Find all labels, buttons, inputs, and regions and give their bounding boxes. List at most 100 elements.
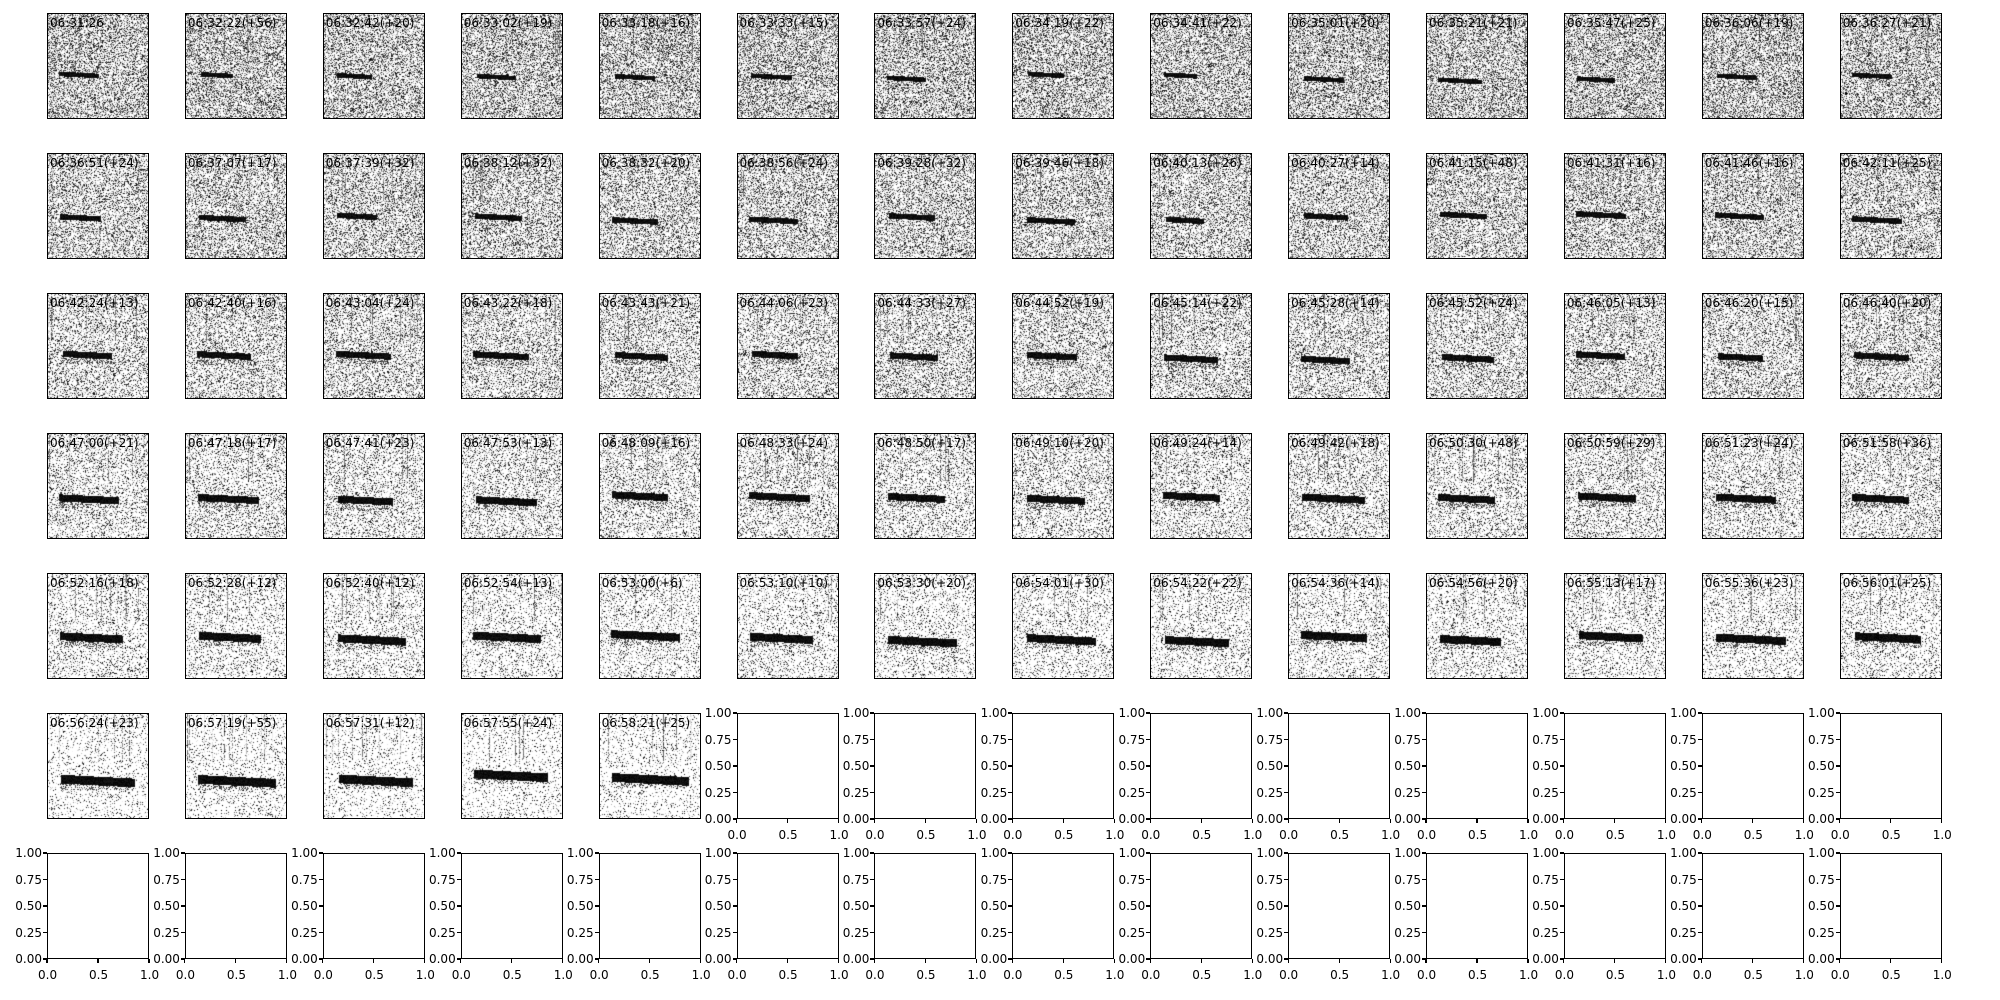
y-tick-label: 0.50 xyxy=(704,759,732,773)
empty-axes xyxy=(1701,713,1804,819)
spectrogram-image xyxy=(1151,574,1252,678)
spectrogram-image xyxy=(737,14,838,118)
x-tick xyxy=(235,959,237,963)
x-tick-label: 1.0 xyxy=(1105,968,1125,982)
spectrogram-panel: 06:34:19(+22) xyxy=(1012,13,1115,119)
x-tick-label: 0.5 xyxy=(1743,968,1763,982)
panel-timestamp-label: 06:35:01(+20) xyxy=(1291,16,1380,30)
y-tick xyxy=(1284,852,1289,854)
y-tick-label: 0.25 xyxy=(1394,925,1421,940)
y-tick-label: 0.50 xyxy=(428,899,456,913)
y-tick-label: 0.00 xyxy=(1256,812,1284,826)
y-tick-label: 0.75 xyxy=(704,872,732,887)
x-tick-label: 0.0 xyxy=(1692,968,1712,982)
spectrogram-image xyxy=(48,294,148,398)
panel-timestamp-label: 06:40:27(+14) xyxy=(1291,156,1380,170)
y-tick-label: 0.75 xyxy=(153,872,180,887)
spectrogram-image xyxy=(1427,434,1527,538)
x-tick xyxy=(1752,819,1754,823)
spectrogram-image xyxy=(323,14,424,118)
y-tick xyxy=(594,852,599,854)
y-tick-label: 0.75 xyxy=(566,872,594,887)
spectrogram-image xyxy=(1289,574,1390,678)
x-tick-label: 0.5 xyxy=(89,968,109,982)
y-tick xyxy=(1559,905,1564,907)
y-tick xyxy=(594,931,599,934)
y-tick-label: 0.00 xyxy=(1532,812,1559,826)
y-tick xyxy=(1559,852,1564,854)
y-tick-label: 1.00 xyxy=(1670,706,1697,720)
spectrogram-panel: 06:51:23(+24) xyxy=(1701,433,1804,539)
spectrogram-image xyxy=(185,714,286,818)
spectrogram-panel: 06:36:27(+21) xyxy=(1839,13,1942,119)
y-tick-label: 0.75 xyxy=(291,872,318,887)
y-tick xyxy=(732,818,737,820)
y-tick-label: 0.00 xyxy=(428,952,456,966)
x-tick-label: 0.0 xyxy=(1692,828,1712,842)
spectrogram-panel: 06:49:42(+18) xyxy=(1288,433,1391,539)
y-tick-label: 0.50 xyxy=(1532,759,1559,773)
y-tick-label: 0.50 xyxy=(1807,899,1835,913)
x-tick xyxy=(1389,819,1391,823)
y-tick xyxy=(1697,878,1702,881)
spectrogram-panel: 06:50:59(+29) xyxy=(1563,433,1666,539)
spectrogram-panel: 06:37:39(+32) xyxy=(322,153,425,259)
y-tick xyxy=(1835,818,1840,820)
x-tick xyxy=(562,959,564,963)
panel-timestamp-label: 06:31:26 xyxy=(50,16,104,30)
x-tick-label: 0.5 xyxy=(1881,968,1901,982)
panel-timestamp-label: 06:57:55(+24) xyxy=(463,716,553,730)
empty-axes xyxy=(322,853,425,959)
spectrogram-image xyxy=(1840,14,1941,118)
y-tick xyxy=(1697,738,1702,741)
y-tick-label: 0.00 xyxy=(15,952,42,966)
x-tick-label: 0.5 xyxy=(1605,828,1625,842)
y-tick-label: 0.00 xyxy=(1394,812,1421,826)
spectrogram-image xyxy=(1151,154,1252,258)
y-tick xyxy=(870,931,875,934)
y-tick-label: 0.50 xyxy=(291,899,318,913)
panel-timestamp-label: 06:48:50(+17) xyxy=(877,436,966,450)
panel-timestamp-label: 06:54:36(+14) xyxy=(1291,576,1380,590)
panel-timestamp-label: 06:36:51(+24) xyxy=(50,156,139,170)
y-tick xyxy=(1559,958,1564,960)
spectrogram-panel: 06:44:06(+23) xyxy=(736,293,839,399)
x-tick xyxy=(1563,959,1565,963)
spectrogram-image xyxy=(875,574,976,678)
x-tick-label: 0.5 xyxy=(1054,828,1074,842)
spectrogram-panel: 06:35:21(+21) xyxy=(1426,13,1528,119)
spectrogram-image xyxy=(737,574,838,678)
y-tick xyxy=(1146,738,1151,741)
y-tick xyxy=(1284,905,1289,907)
panel-timestamp-label: 06:58:21(+25) xyxy=(601,716,691,730)
spectrogram-panel: 06:40:13(+26) xyxy=(1150,153,1253,259)
panel-timestamp-label: 06:53:00(+6) xyxy=(601,576,683,590)
panel-timestamp-label: 06:38:32(+20) xyxy=(601,156,691,170)
y-tick-label: 0.25 xyxy=(704,785,732,800)
y-tick xyxy=(456,878,461,881)
spectrogram-panel: 06:57:31(+12) xyxy=(322,713,425,819)
x-tick-label: 1.0 xyxy=(967,828,987,842)
y-tick xyxy=(1559,878,1564,881)
spectrogram-image xyxy=(1702,574,1803,678)
y-tick-label: 1.00 xyxy=(1256,846,1284,860)
spectrogram-panel: 06:50:30(+48) xyxy=(1426,433,1528,539)
y-tick-label: 0.25 xyxy=(291,925,318,940)
empty-axes xyxy=(1563,713,1666,819)
y-tick-label: 0.50 xyxy=(842,759,870,773)
y-tick-label: 0.25 xyxy=(1807,925,1835,940)
y-tick-label: 0.50 xyxy=(566,899,594,913)
x-tick xyxy=(735,819,738,823)
panel-timestamp-label: 06:43:04(+24) xyxy=(325,296,415,310)
x-tick xyxy=(373,959,375,963)
y-tick-label: 0.75 xyxy=(1256,872,1284,887)
empty-axes xyxy=(736,853,839,959)
x-tick-label: 0.0 xyxy=(1830,828,1850,842)
x-tick-label: 1.0 xyxy=(967,968,987,982)
spectrogram-image xyxy=(737,154,838,258)
y-tick-label: 1.00 xyxy=(1394,846,1421,860)
empty-axes xyxy=(736,713,839,819)
y-tick-label: 1.00 xyxy=(153,846,180,860)
spectrogram-image xyxy=(48,154,148,258)
spectrogram-image xyxy=(185,294,286,398)
